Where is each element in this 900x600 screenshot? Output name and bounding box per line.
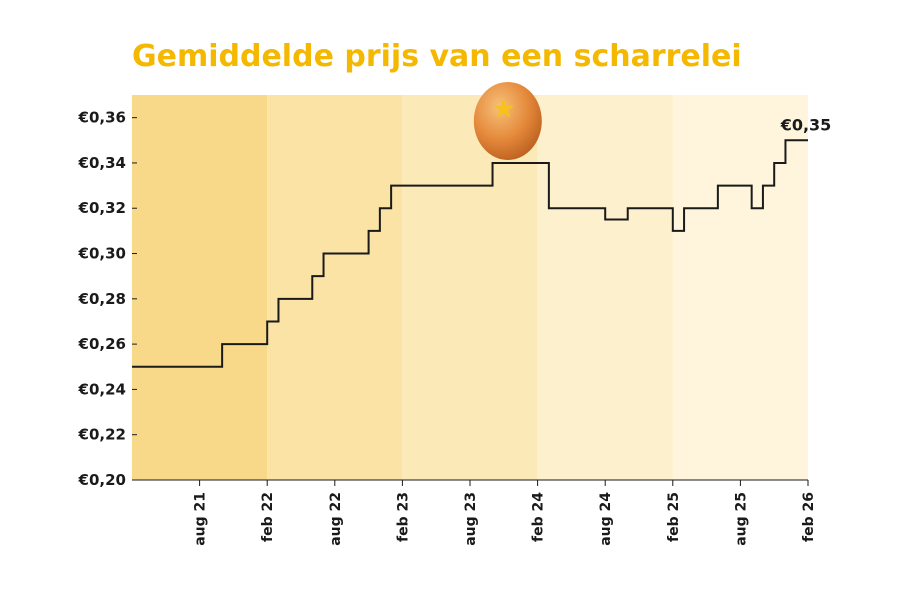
x-tick-label: aug 25 <box>733 492 749 546</box>
x-tick-label: aug 22 <box>328 492 344 546</box>
y-tick-label: €0,20 <box>78 471 126 489</box>
y-tick-label: €0,32 <box>78 199 126 217</box>
y-tick-label: €0,28 <box>78 290 126 308</box>
y-tick-label: €0,26 <box>78 335 126 353</box>
end-value-label: €0,35 <box>780 115 832 134</box>
background-band <box>537 95 673 480</box>
background-bands <box>132 95 808 480</box>
background-band <box>672 95 808 480</box>
y-tick-label: €0,24 <box>78 380 126 398</box>
background-band <box>402 95 538 480</box>
background-band <box>132 95 268 480</box>
x-tick-label: feb 25 <box>666 492 682 542</box>
x-tick-label: aug 23 <box>463 492 479 546</box>
y-tick-label: €0,22 <box>78 426 126 444</box>
y-tick-label: €0,36 <box>78 109 126 127</box>
x-axis: aug 21 feb 22 aug 22 feb 23 aug 23 feb 24 aug … <box>193 480 817 546</box>
y-tick-label: €0,30 <box>78 245 126 263</box>
y-tick-label: €0,34 <box>78 154 126 172</box>
background-band <box>267 95 403 480</box>
x-tick-label: feb 23 <box>395 492 411 542</box>
x-tick-label: feb 26 <box>801 492 817 542</box>
y-axis: €0,20 €0,22 €0,24 €0,26 €0,28 €0,30 €0,32 €0,34… <box>78 109 137 489</box>
egg-with-star-icon <box>473 81 542 160</box>
x-tick-label: feb 22 <box>260 492 276 542</box>
series-line <box>132 139 808 368</box>
chart-title: Gemiddelde prijs van een scharrelei <box>132 39 742 74</box>
x-tick-label: aug 21 <box>193 492 209 546</box>
x-tick-label: aug 24 <box>598 492 614 546</box>
x-tick-label: feb 24 <box>531 492 547 542</box>
